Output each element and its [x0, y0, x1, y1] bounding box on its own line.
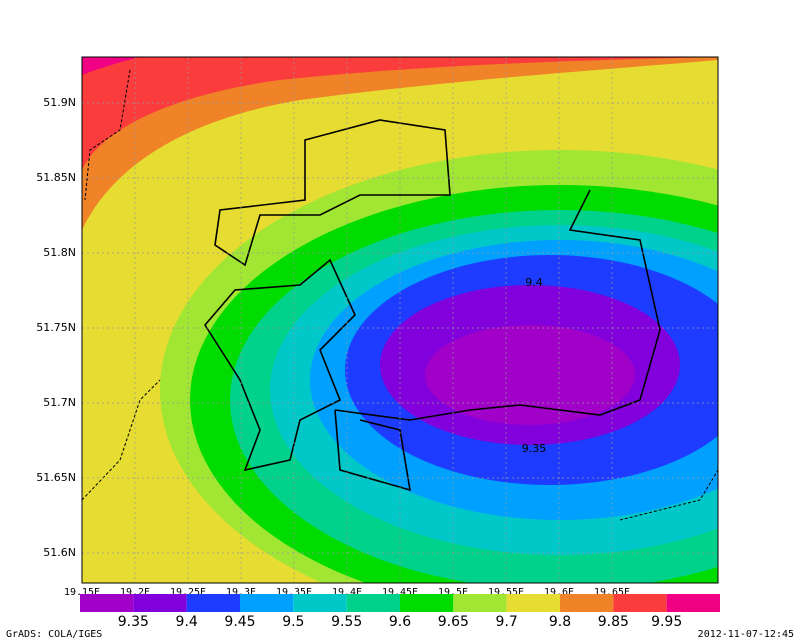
lat-label: 51.85N	[36, 171, 76, 184]
colorbar-label: 9.65	[438, 614, 469, 630]
lon-label: 19.65E	[594, 587, 630, 598]
colorbar-swatch	[240, 594, 294, 612]
lat-label: 51.6N	[43, 546, 76, 559]
lon-label: 19.15E	[64, 587, 100, 598]
colorbar-swatch	[133, 594, 187, 612]
lat-label: 51.8N	[43, 246, 76, 259]
lon-label: 19.6E	[544, 587, 574, 598]
colorbar-swatch	[346, 594, 400, 612]
colorbar-swatch	[186, 594, 240, 612]
lon-label: 19.5E	[438, 587, 468, 598]
lat-label: 51.65N	[36, 471, 76, 484]
colorbar-label: 9.95	[651, 614, 682, 630]
colorbar-label: 9.85	[598, 614, 629, 630]
lon-label: 19.55E	[488, 587, 524, 598]
lat-label: 51.9N	[43, 96, 76, 109]
colorbar-swatch	[293, 594, 347, 612]
grid	[81, 57, 718, 583]
borders	[204, 119, 661, 492]
colorbar-label: 9.7	[496, 614, 518, 630]
lat-label: 51.75N	[36, 321, 76, 334]
lat-label: 51.7N	[43, 396, 76, 409]
colorbar-label: 9.55	[331, 614, 362, 630]
colorbar-swatch	[453, 594, 507, 612]
footer-left: GrADS: COLA/IGES	[6, 629, 102, 640]
lon-label: 19.3E	[226, 587, 256, 598]
colorbar-swatch	[400, 594, 454, 612]
contour-label: 9.35	[522, 442, 547, 455]
lon-label: 19.2E	[120, 587, 150, 598]
colorbar-label: 9.4	[176, 614, 198, 630]
contour-label: 9.4	[525, 276, 543, 289]
colorbar-label: 9.8	[549, 614, 571, 630]
plot-frame	[81, 56, 719, 584]
lon-label: 19.4E	[332, 587, 362, 598]
lon-label: 19.35E	[276, 587, 312, 598]
colorbar-swatch	[666, 594, 720, 612]
footer-right: 2012-11-07-12:45	[698, 629, 794, 640]
colorbar-swatch	[80, 594, 134, 612]
colorbar-label: 9.45	[224, 614, 255, 630]
colorbar-label: 9.35	[118, 614, 149, 630]
colorbar-swatch	[613, 594, 667, 612]
contour-fill	[82, 57, 718, 583]
lon-label: 19.45E	[382, 587, 418, 598]
colorbar-label: 9.6	[389, 614, 411, 630]
colorbar-swatch	[506, 594, 560, 612]
colorbar-swatch	[560, 594, 614, 612]
lon-label: 19.25E	[170, 587, 206, 598]
colorbar-label: 9.5	[282, 614, 304, 630]
